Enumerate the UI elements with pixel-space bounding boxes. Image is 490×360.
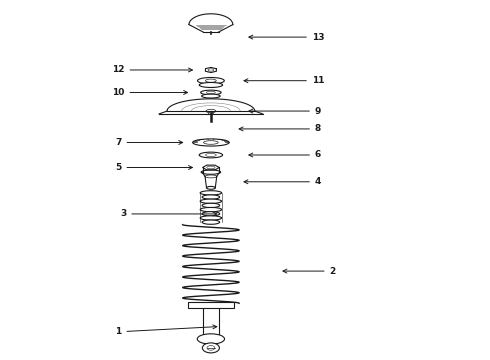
Ellipse shape (207, 170, 215, 173)
Text: 10: 10 (112, 88, 188, 97)
Ellipse shape (202, 343, 220, 353)
Text: 11: 11 (244, 76, 324, 85)
Ellipse shape (202, 203, 220, 208)
Ellipse shape (202, 195, 220, 199)
Ellipse shape (200, 207, 221, 212)
Ellipse shape (201, 170, 220, 174)
Text: 7: 7 (115, 138, 183, 147)
Ellipse shape (193, 139, 229, 146)
Ellipse shape (199, 152, 222, 158)
Ellipse shape (206, 109, 216, 113)
Ellipse shape (202, 220, 220, 224)
Ellipse shape (206, 186, 215, 189)
Ellipse shape (197, 334, 224, 344)
Ellipse shape (202, 94, 220, 98)
FancyBboxPatch shape (188, 302, 234, 308)
Ellipse shape (207, 346, 215, 350)
Ellipse shape (200, 191, 221, 195)
Ellipse shape (197, 77, 224, 84)
Text: 8: 8 (239, 125, 321, 134)
Ellipse shape (202, 212, 220, 216)
Text: 1: 1 (115, 325, 217, 336)
Text: 9: 9 (249, 107, 321, 116)
Text: 2: 2 (283, 267, 336, 276)
Ellipse shape (208, 69, 214, 71)
Ellipse shape (206, 91, 215, 94)
Ellipse shape (205, 175, 217, 178)
Ellipse shape (200, 199, 221, 203)
Text: 13: 13 (249, 33, 324, 42)
Text: 3: 3 (120, 210, 217, 219)
Text: 5: 5 (115, 163, 193, 172)
Ellipse shape (201, 90, 221, 95)
Ellipse shape (205, 79, 216, 82)
Ellipse shape (205, 153, 216, 157)
Ellipse shape (200, 216, 221, 220)
Ellipse shape (207, 166, 215, 169)
Text: 4: 4 (244, 177, 321, 186)
Ellipse shape (199, 82, 222, 87)
Ellipse shape (203, 141, 218, 144)
Text: 12: 12 (112, 66, 193, 75)
Text: 6: 6 (249, 150, 321, 159)
Ellipse shape (208, 112, 213, 114)
